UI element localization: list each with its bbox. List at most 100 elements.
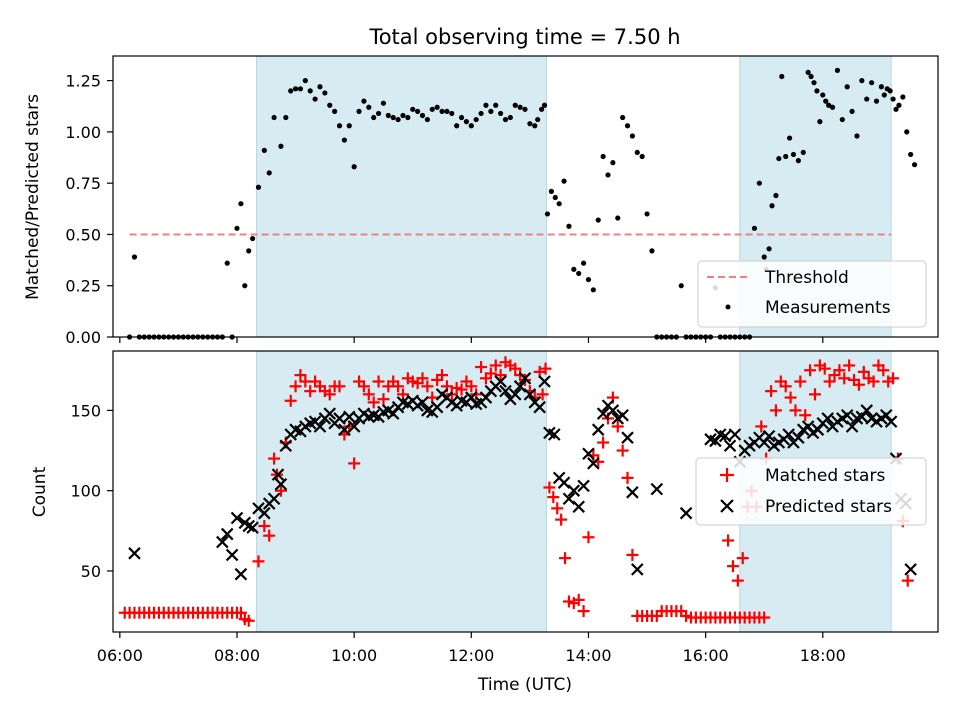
measurement-point [429,106,435,112]
predicted-point [271,468,285,481]
predicted-point [216,535,229,549]
measurement-point [415,108,421,114]
predicted-point [782,428,795,441]
measurement-point [556,201,562,207]
measurement-point [900,94,906,100]
measurement-point [571,266,577,272]
measurement-point [302,78,308,84]
predicted-point [220,527,234,541]
predicted-point [567,484,581,497]
measurement-point [629,133,636,139]
matched-point [555,513,568,526]
measurement-point [890,96,896,102]
measurement-point [904,129,910,135]
measurement-point [385,112,391,119]
measurement-point [488,108,494,114]
predicted-stars-series [128,372,917,581]
measurement-point [580,260,587,266]
y-tick-label: 100 [70,482,101,501]
measurement-point [312,96,318,102]
predicted-point [508,388,522,401]
matched-point [304,385,317,398]
measurement-point [817,119,823,125]
measurement-point [644,211,650,217]
predicted-point [338,423,351,436]
matched-point [323,388,336,401]
top-plot-frame [112,55,939,338]
matched-point [362,388,375,401]
measurement-point [473,116,479,123]
predicted-point [347,420,361,433]
measurement-point [322,90,328,96]
measurement-point [317,84,323,90]
measurement-point [346,123,352,129]
measurement-point [439,108,445,114]
x-tick-label: 06:00 [97,646,143,665]
measurement-point [405,114,411,121]
measurement-point [502,116,509,123]
predicted-point [860,404,874,417]
top-legend-box [697,260,927,328]
measurement-point [829,104,836,110]
measurement-point [483,102,489,108]
matched-point [263,529,276,542]
predicted-point [762,429,776,443]
measurement-point [424,116,430,123]
measurement-point [878,84,884,90]
matched-point [626,548,639,561]
legend-predicted-label: Predicted stars [765,497,892,517]
y-tick-label: 0.75 [65,174,101,193]
matched-point [621,471,634,484]
measurement-point [769,203,775,209]
measurement-point [779,73,785,80]
measurement-point [751,225,758,231]
matched-point [372,375,385,388]
measurement-point [790,151,797,158]
matched-point [769,404,782,417]
predicted-point [513,380,527,393]
measurement-point [458,114,465,121]
y-tick-label: 1.00 [65,123,101,142]
predicted-point [723,439,737,453]
matched-point [559,552,572,565]
top-y-axis-ticks: 0.00 0.25 0.50 0.75 1.00 1.25 [65,72,113,347]
measurement-point [541,102,548,108]
measurement-point [844,84,850,90]
predicted-point [591,423,605,436]
measurement-point [332,108,338,114]
predicted-point [718,429,732,443]
matched-point [887,372,900,385]
measurement-point [881,92,887,98]
measurement-point [292,86,299,92]
measurement-point [271,114,277,121]
matched-point [333,380,346,393]
matched-point [833,364,846,377]
legend-threshold-label: Threshold [764,268,849,288]
predicted-point [572,500,585,514]
predicted-point [845,420,859,433]
measurement-point [756,180,762,186]
measurement-point [911,162,918,168]
measurement-point [561,178,567,184]
measurement-point [434,104,440,110]
measurement-point [307,88,313,94]
matched-point [731,574,744,587]
matched-point [582,531,595,544]
matched-point [877,364,890,377]
measurement-point [605,172,611,178]
measurement-point [234,225,240,231]
predicted-point [679,506,693,520]
measurement-point [808,73,814,80]
matched-point [726,560,739,573]
measurement-point [395,116,401,123]
matched-stars-series [118,356,914,627]
x-tick-label: 16:00 [683,646,729,665]
matched-point [577,605,590,618]
measurement-point [250,235,256,242]
shaded-interval-1 [256,350,547,633]
predicted-point [242,519,255,533]
y-tick-label: 0.00 [65,328,101,347]
measurement-point [336,123,343,129]
measurement-point [615,215,621,221]
